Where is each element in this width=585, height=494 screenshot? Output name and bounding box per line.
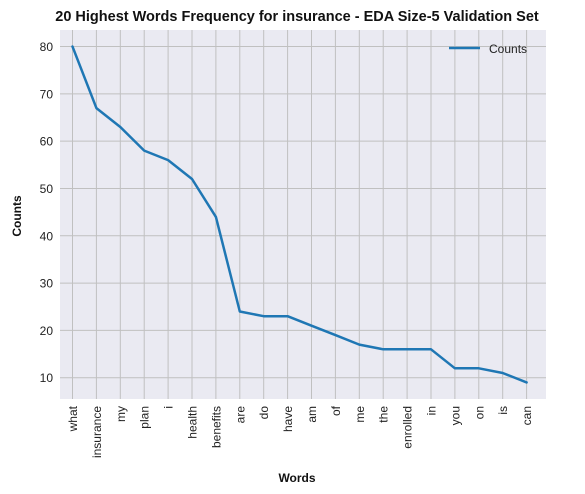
x-tick-label: the <box>377 406 391 423</box>
y-tick-label: 20 <box>40 324 54 338</box>
x-tick-label: in <box>425 406 439 415</box>
chart-title: 20 Highest Words Frequency for insurance… <box>55 9 539 25</box>
y-tick-label: 60 <box>40 135 54 149</box>
x-tick-label: i <box>162 406 176 409</box>
x-tick-label: am <box>305 406 319 423</box>
series-line-counts <box>71 45 528 384</box>
series-group <box>71 45 528 384</box>
x-tick-label: are <box>233 406 247 424</box>
grid-lines <box>60 30 546 399</box>
y-tick-label: 80 <box>40 40 54 54</box>
plot-area <box>60 30 546 399</box>
x-axis-label: Words <box>278 471 315 485</box>
x-tick-label: what <box>66 405 80 432</box>
x-axis-ticks: what insurance my plan i health benefits are do h… <box>66 405 534 458</box>
y-axis-ticks: 10 20 30 40 50 60 70 80 <box>40 40 54 385</box>
y-tick-label: 70 <box>40 87 54 101</box>
x-tick-label: me <box>353 406 367 423</box>
x-tick-label: of <box>329 405 343 416</box>
legend: Counts <box>449 42 527 56</box>
x-tick-label: my <box>114 406 128 422</box>
x-tick-label: health <box>186 406 200 439</box>
x-tick-label: benefits <box>209 406 223 448</box>
x-tick-label: plan <box>138 406 152 429</box>
x-tick-label: have <box>281 406 295 432</box>
y-tick-label: 30 <box>40 277 54 291</box>
x-tick-label: insurance <box>90 406 104 458</box>
x-tick-label: do <box>257 406 271 420</box>
y-tick-label: 10 <box>40 371 54 385</box>
y-axis-label: Counts <box>10 195 24 237</box>
x-tick-label: is <box>496 406 510 415</box>
legend-label-counts: Counts <box>489 42 527 56</box>
y-tick-label: 40 <box>40 229 54 243</box>
x-tick-label: can <box>520 406 534 425</box>
y-tick-label: 50 <box>40 182 54 196</box>
x-tick-label: enrolled <box>401 406 415 449</box>
x-tick-label: on <box>472 406 486 419</box>
x-tick-label: you <box>448 406 462 425</box>
